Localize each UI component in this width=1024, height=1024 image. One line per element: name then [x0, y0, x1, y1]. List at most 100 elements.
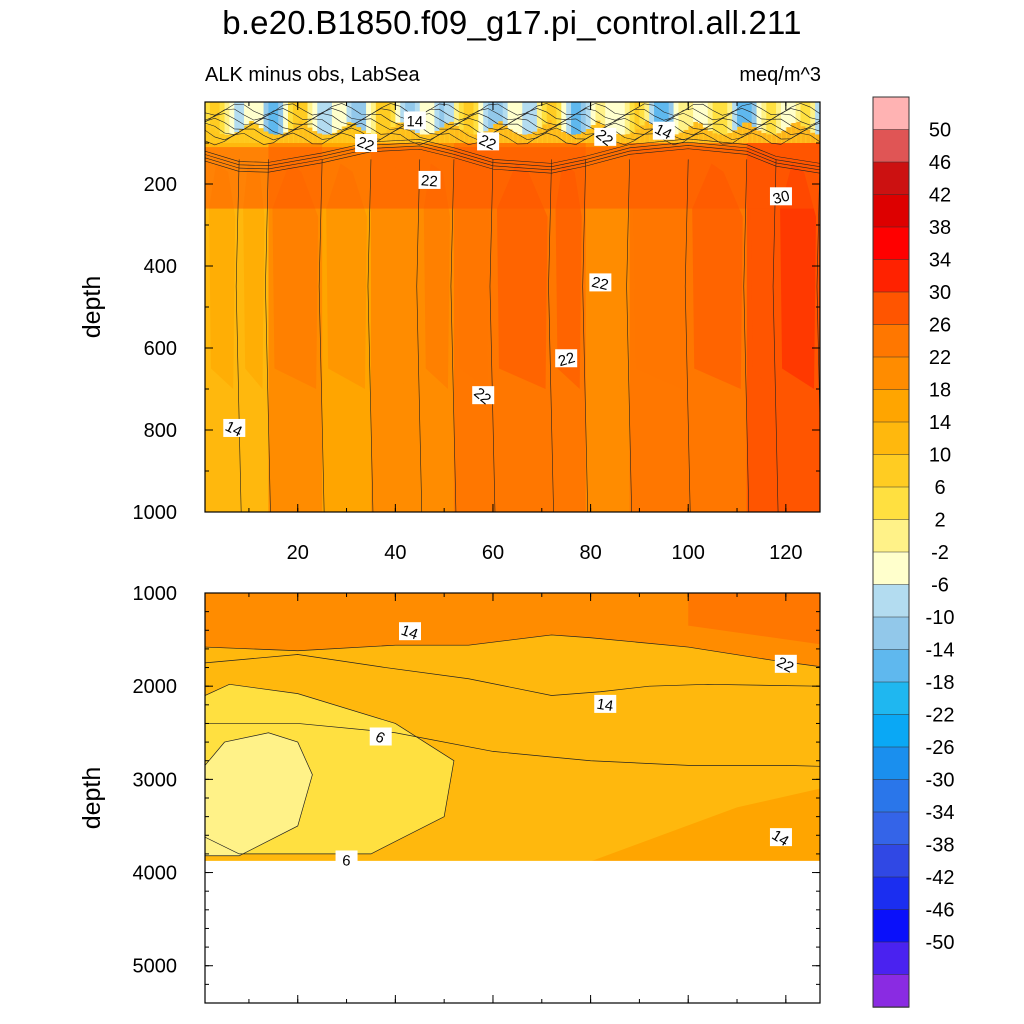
surface-cell: [453, 126, 460, 143]
surface-contour-line: [205, 122, 820, 136]
surface-cell: [673, 102, 680, 135]
lower-y-tick-label: 1000: [133, 583, 178, 605]
colorbar-swatch: [872, 454, 910, 488]
surface-cell: [327, 102, 333, 135]
contour-label: 14: [652, 121, 675, 144]
colorbar-swatch: [872, 194, 910, 228]
surface-cell: [629, 132, 636, 143]
colorbar-label: -10: [926, 607, 955, 629]
surface-cell: [722, 102, 729, 135]
contour-label-box: [418, 170, 441, 189]
units-subtitle: meq/m^3: [739, 64, 821, 86]
surface-cell: [551, 125, 558, 143]
surface-cell: [395, 122, 402, 143]
colorbar-swatch: [872, 909, 910, 943]
surface-cell: [336, 130, 343, 143]
surface-cell: [546, 102, 553, 121]
surface-cell: [400, 102, 407, 123]
contour-label-box: [355, 134, 378, 152]
colorbar: 50 46 42 38 34 30 26 22 18 14 10 6 2 -2 -6 -10 -14 -18 -22…: [872, 96, 955, 1008]
surface-cell: [727, 133, 734, 143]
surface-cell: [419, 134, 426, 143]
surface-cell: [224, 102, 231, 135]
contour-label: 14: [406, 113, 423, 130]
upper-field-core: [633, 163, 685, 389]
surface-cell: [697, 123, 704, 143]
surface-cell: [727, 102, 734, 134]
surface-cell: [561, 102, 568, 133]
colorbar-label: -50: [926, 932, 955, 954]
surface-cell: [639, 102, 646, 126]
surface-cell: [575, 134, 582, 143]
surface-cell: [678, 102, 685, 133]
colorbar-swatch: [872, 259, 910, 293]
upper-contour-line: [205, 138, 820, 164]
colorbar-swatch: [872, 486, 910, 521]
surface-cell: [702, 127, 709, 143]
surface-cell: [361, 102, 368, 131]
surface-cell: [444, 102, 451, 124]
surface-cell: [317, 102, 324, 134]
surface-cell: [741, 122, 748, 143]
surface-cell: [410, 130, 416, 143]
surface-cell: [790, 123, 797, 143]
surface-cell: [615, 133, 621, 143]
upper-x-tick-label: 80: [579, 542, 601, 564]
colorbar-swatch: [872, 844, 910, 878]
colorbar-label: 2: [934, 510, 945, 532]
colorbar-swatch: [872, 941, 910, 976]
contour-label-box: [594, 127, 617, 146]
lower-y-tick-label: 2000: [133, 676, 178, 698]
contour-label-box: [399, 622, 421, 641]
surface-cell: [302, 123, 309, 143]
surface-cell: [341, 126, 348, 143]
lower-y-tick-label: 5000: [133, 956, 178, 978]
lower-region: [688, 593, 820, 645]
surface-cell: [253, 124, 260, 143]
surface-cell: [214, 131, 221, 143]
surface-cell: [795, 122, 802, 143]
surface-cell: [312, 102, 319, 132]
surface-cell: [331, 132, 338, 143]
surface-cell: [292, 102, 299, 126]
surface-cell: [468, 102, 475, 135]
surface-cell: [615, 102, 621, 134]
colorbar-label: 22: [929, 347, 951, 369]
surface-cell: [776, 102, 782, 134]
upper-y-tick-label: 600: [144, 338, 177, 360]
colorbar-label: 14: [929, 412, 951, 434]
colorbar-swatch: [872, 616, 910, 651]
contour-label-box: [335, 850, 358, 869]
surface-cell: [424, 102, 431, 135]
surface-cell: [649, 123, 656, 143]
surface-cell: [512, 102, 519, 133]
colorbar-label: -42: [926, 867, 955, 889]
upper-field-core: [326, 163, 367, 389]
surface-cell: [434, 131, 441, 143]
contour-label: 14: [769, 827, 792, 850]
upper-field-core: [780, 163, 816, 389]
colorbar-label: -38: [926, 835, 955, 857]
colorbar-swatch: [872, 681, 910, 716]
surface-cell: [741, 102, 748, 123]
surface-cell: [541, 102, 548, 125]
colorbar-swatch: [872, 96, 910, 131]
contour-label-box: [223, 418, 246, 437]
upper-x-tick-label: 60: [482, 542, 504, 564]
surface-cell: [580, 132, 587, 143]
lower-y-tick-label: 3000: [133, 769, 178, 791]
surface-cell: [527, 133, 534, 143]
surface-cell: [307, 102, 314, 128]
surface-cell: [683, 102, 690, 130]
surface-cell: [805, 130, 812, 143]
surface-cell: [732, 102, 739, 131]
surface-cell: [702, 102, 709, 128]
colorbar-frame: [872, 96, 910, 1008]
surface-cell: [746, 102, 753, 123]
surface-cell: [810, 132, 817, 143]
surface-cell: [571, 134, 577, 143]
surface-cell: [771, 134, 778, 143]
upper-contour-line: [265, 159, 271, 512]
surface-cell: [414, 133, 421, 143]
